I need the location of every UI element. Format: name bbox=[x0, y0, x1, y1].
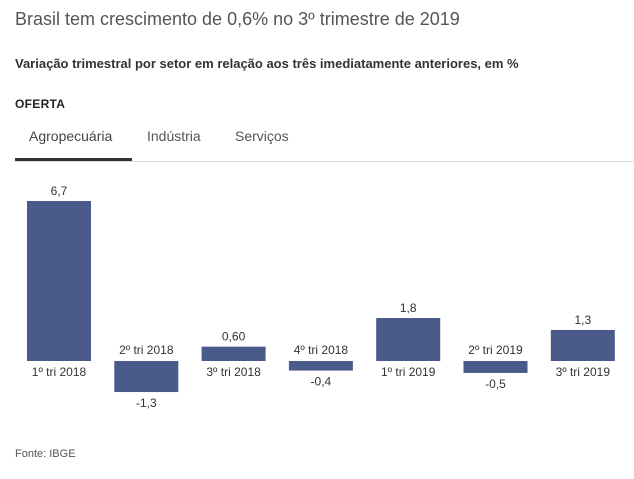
bar[interactable] bbox=[463, 361, 528, 373]
category-label: 3º tri 2018 bbox=[206, 365, 261, 379]
chart-subtitle: Variação trimestral por setor em relação… bbox=[15, 56, 519, 71]
sector-tabs: Agropecuária Indústria Serviços bbox=[15, 118, 634, 162]
data-label: -0,4 bbox=[311, 375, 332, 389]
data-label: 1,3 bbox=[574, 313, 591, 327]
category-label: 1º tri 2019 bbox=[381, 365, 436, 379]
tab-agropecuaria[interactable]: Agropecuária bbox=[29, 128, 113, 144]
data-label: 6,7 bbox=[51, 184, 68, 198]
data-label: 0,60 bbox=[222, 330, 246, 344]
chart-title: Brasil tem crescimento de 0,6% no 3º tri… bbox=[15, 9, 460, 29]
active-tab-indicator bbox=[15, 158, 132, 161]
category-label: 2º tri 2018 bbox=[119, 343, 174, 357]
category-label: 2º tri 2019 bbox=[468, 343, 523, 357]
bar[interactable] bbox=[288, 361, 353, 371]
bar[interactable] bbox=[376, 318, 441, 361]
bar[interactable] bbox=[114, 361, 179, 393]
tab-industria[interactable]: Indústria bbox=[147, 128, 201, 144]
source-note: Fonte: IBGE bbox=[15, 448, 76, 460]
section-label: OFERTA bbox=[15, 97, 66, 111]
bar-chart: 6,7 1º tri 2018 2º tri 2018 -1,3 0,60 3º tri … bbox=[27, 184, 615, 410]
data-label: -1,3 bbox=[136, 396, 157, 410]
category-label: 3º tri 2019 bbox=[556, 365, 611, 379]
bar[interactable] bbox=[27, 201, 91, 361]
category-label: 1º tri 2018 bbox=[32, 365, 87, 379]
bar[interactable] bbox=[201, 346, 266, 361]
bar[interactable] bbox=[550, 329, 615, 361]
tab-servicos[interactable]: Serviços bbox=[235, 128, 289, 144]
category-label: 4º tri 2018 bbox=[294, 343, 349, 357]
data-label: -0,5 bbox=[485, 377, 506, 391]
data-label: 1,8 bbox=[400, 301, 417, 315]
